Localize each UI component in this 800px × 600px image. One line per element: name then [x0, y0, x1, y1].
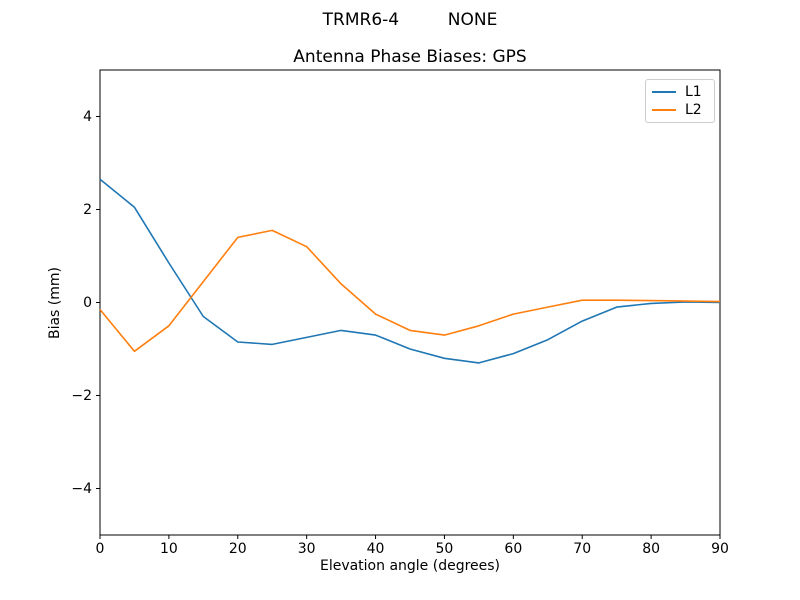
x-tick-label: 70	[573, 541, 592, 557]
l2-line-swatch	[652, 109, 676, 112]
y-tick-label: 0	[83, 294, 92, 311]
y-tick-label: 4	[83, 108, 92, 125]
x-tick-label: 50	[435, 541, 454, 557]
legend-entry-l1: L1	[646, 83, 714, 101]
legend-entry-l2: L2	[646, 101, 714, 119]
y-tick-label: −4	[71, 480, 92, 497]
legend: L1 L2	[645, 79, 715, 123]
x-axis-label: Elevation angle (degrees)	[319, 558, 501, 574]
y-tick-label: −2	[71, 387, 92, 404]
x-tick-label: 80	[642, 541, 661, 557]
l1-series-line	[99, 178, 721, 364]
x-tick-label: 30	[297, 541, 316, 557]
x-tick-label: 10	[159, 541, 178, 557]
chart-title: Antenna Phase Biases: GPS	[293, 47, 527, 67]
l2-series-line	[99, 229, 721, 353]
figure-suptitle: TRMR6-4 NONE	[322, 10, 498, 30]
l1-line-swatch	[652, 90, 676, 93]
legend-label-l1: L1	[685, 83, 702, 100]
x-tick-label: 0	[95, 541, 105, 557]
y-axis-label: Bias (mm)	[47, 266, 63, 340]
x-tick-label: 40	[366, 541, 385, 557]
x-tick-label: 20	[228, 541, 247, 557]
x-tick-label: 90	[711, 541, 729, 557]
x-tick-label: 60	[504, 541, 523, 557]
axes-frame	[99, 69, 721, 536]
y-tick-label: 2	[83, 201, 92, 218]
legend-label-l2: L2	[685, 102, 702, 119]
